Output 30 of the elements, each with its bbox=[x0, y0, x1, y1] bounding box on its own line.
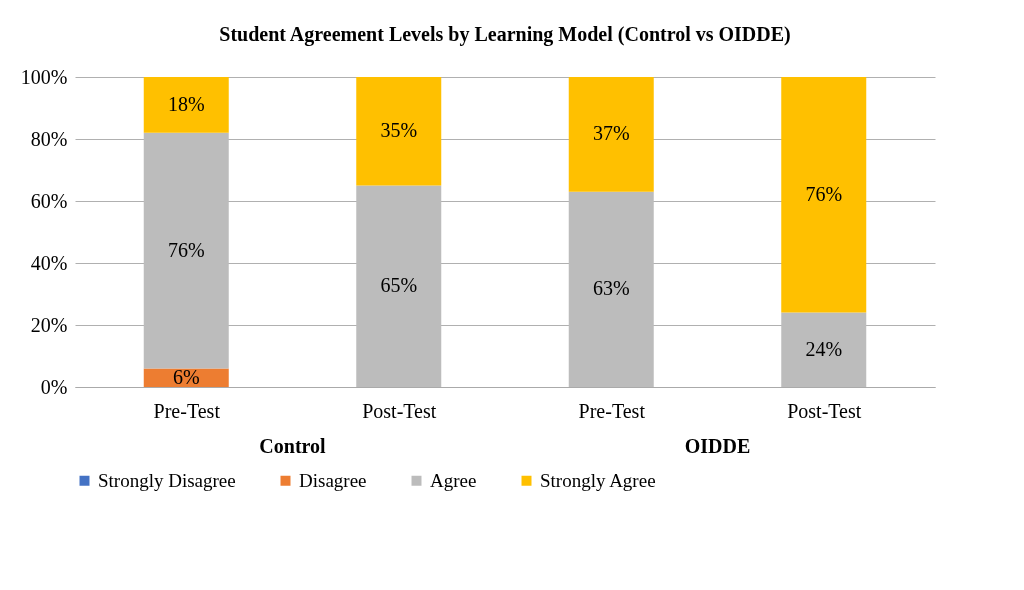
text: OIDDE bbox=[684, 435, 751, 457]
y-tick-label: 80% bbox=[30, 127, 68, 150]
legend-label: Strongly Agree bbox=[540, 469, 656, 491]
data-label: 35% bbox=[380, 119, 418, 142]
chart-title: Student Agreement Levels by Learning Model (Control vs OIDDE) bbox=[219, 23, 791, 46]
legend-label: Strongly Disagree bbox=[98, 469, 236, 491]
bar bbox=[143, 77, 229, 133]
data-label: 63% bbox=[592, 277, 630, 300]
bar bbox=[568, 77, 654, 192]
data-label: 18% bbox=[167, 92, 205, 115]
y-tick-label: 0% bbox=[40, 375, 68, 398]
x-tick-label: Post-Test bbox=[362, 399, 437, 422]
legend-label: Agree bbox=[430, 469, 477, 491]
y-tick-label: 60% bbox=[30, 189, 68, 212]
data-label: 76% bbox=[167, 238, 205, 261]
text: Control bbox=[259, 435, 327, 457]
data-label: 76% bbox=[805, 182, 843, 205]
x-tick-label: Post-Test bbox=[787, 399, 862, 422]
x-tick-label: Pre-Test bbox=[153, 399, 221, 422]
y-tick-label: 40% bbox=[30, 251, 68, 274]
y-tick-label: 100% bbox=[20, 65, 68, 88]
data-label: 6% bbox=[172, 365, 200, 388]
y-tick-label: 20% bbox=[30, 313, 68, 336]
bar bbox=[781, 77, 867, 313]
legend-label: Disagree bbox=[299, 469, 367, 491]
data-label: 65% bbox=[380, 274, 418, 297]
x-tick-label: Pre-Test bbox=[578, 399, 646, 422]
data-label: 24% bbox=[805, 337, 843, 360]
bar bbox=[356, 77, 442, 186]
data-label: 37% bbox=[592, 122, 630, 145]
